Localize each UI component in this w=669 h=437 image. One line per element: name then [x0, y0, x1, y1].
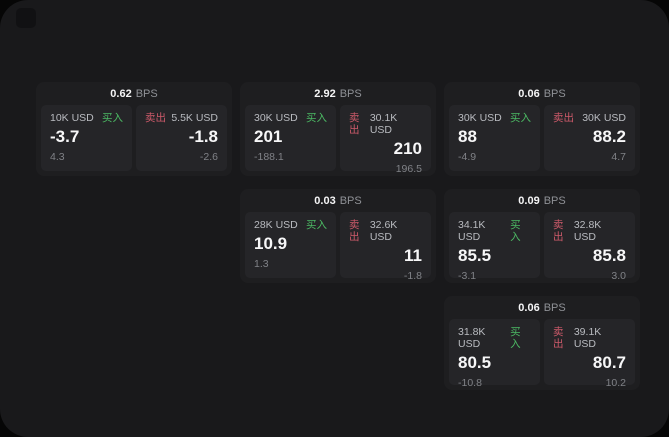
buy-amount: 34.1K USD: [458, 219, 486, 243]
card-header: 0.06 BPS: [449, 82, 635, 105]
sell-price: 88.2: [592, 127, 626, 146]
buy-label[interactable]: 买入: [510, 112, 531, 124]
bps-value: 0.06: [518, 301, 540, 314]
buy-sub-value: -188.1: [254, 151, 284, 163]
sell-sub-value: 3.0: [611, 270, 626, 282]
sell-price: -1.8: [188, 127, 218, 146]
buy-sub-value: 1.3: [254, 258, 269, 270]
buy-panel[interactable]: 30K USD 买入 201 -188.1: [245, 105, 336, 171]
quote-panels: 34.1K USD 买入 85.5 -3.1 卖出 32.8K USD 85.8…: [449, 212, 635, 282]
sell-label[interactable]: 卖出: [553, 112, 574, 124]
buy-label[interactable]: 买入: [510, 326, 521, 350]
buy-panel[interactable]: 31.8K USD 买入 80.5 -10.8: [449, 319, 540, 389]
sell-price: 11: [404, 246, 422, 265]
bps-unit-label: BPS: [543, 194, 566, 207]
buy-amount: 30K USD: [254, 112, 298, 124]
buy-amount: 30K USD: [458, 112, 502, 124]
quote-card: 2.92 BPS 30K USD 买入 201 -188.1 卖出 30.1K …: [240, 82, 436, 176]
bps-value: 0.09: [518, 194, 540, 207]
sell-price: 85.8: [592, 246, 626, 265]
sell-panel[interactable]: 卖出 32.6K USD 11 -1.8: [340, 212, 431, 282]
buy-sub-value: -3.1: [458, 270, 477, 282]
sell-sub-value: 4.7: [611, 151, 626, 163]
sell-price: 80.7: [592, 353, 626, 372]
quote-panels: 31.8K USD 买入 80.5 -10.8 卖出 39.1K USD 80.…: [449, 319, 635, 389]
buy-price: -3.7: [50, 127, 80, 146]
buy-label[interactable]: 买入: [306, 112, 327, 124]
quote-card: 0.06 BPS 30K USD 买入 88 -4.9 卖出 30K USD 8…: [444, 82, 640, 176]
app-icon[interactable]: [16, 8, 36, 28]
buy-sub-value: 4.3: [50, 151, 65, 163]
bps-value: 2.92: [314, 87, 336, 100]
sell-label[interactable]: 卖出: [553, 219, 564, 243]
bps-value: 0.03: [314, 194, 336, 207]
buy-price: 201: [254, 127, 283, 146]
buy-price: 85.5: [458, 246, 492, 265]
sell-price: 210: [393, 139, 422, 158]
sell-label[interactable]: 卖出: [349, 219, 360, 243]
quote-panels: 30K USD 买入 88 -4.9 卖出 30K USD 88.2 4.7: [449, 105, 635, 171]
sell-amount: 5.5K USD: [171, 112, 218, 124]
buy-panel[interactable]: 28K USD 买入 10.9 1.3: [245, 212, 336, 278]
buy-amount: 31.8K USD: [458, 326, 486, 350]
buy-amount: 10K USD: [50, 112, 94, 124]
bps-unit-label: BPS: [339, 194, 362, 207]
sell-amount: 30.1K USD: [369, 112, 398, 136]
buy-panel[interactable]: 34.1K USD 买入 85.5 -3.1: [449, 212, 540, 282]
quote-panels: 30K USD 买入 201 -188.1 卖出 30.1K USD 210 1…: [245, 105, 431, 175]
buy-label[interactable]: 买入: [102, 112, 123, 124]
sell-panel[interactable]: 卖出 5.5K USD -1.8 -2.6: [136, 105, 227, 171]
bps-unit-label: BPS: [339, 87, 362, 100]
buy-amount: 28K USD: [254, 219, 298, 231]
quote-card: 0.09 BPS 34.1K USD 买入 85.5 -3.1 卖出 32.8K…: [444, 189, 640, 283]
sell-panel[interactable]: 卖出 32.8K USD 85.8 3.0: [544, 212, 635, 282]
sell-amount: 30K USD: [582, 112, 626, 124]
bps-value: 0.62: [110, 87, 132, 100]
sell-sub-value: -2.6: [199, 151, 218, 163]
sell-amount: 32.6K USD: [369, 219, 398, 243]
buy-sub-value: -10.8: [458, 377, 482, 389]
buy-price: 88: [458, 127, 477, 146]
card-header: 2.92 BPS: [245, 82, 431, 105]
card-header: 0.03 BPS: [245, 189, 431, 212]
sell-panel[interactable]: 卖出 30.1K USD 210 196.5: [340, 105, 431, 175]
sell-label[interactable]: 卖出: [145, 112, 166, 124]
sell-sub-value: 10.2: [605, 377, 626, 389]
sell-panel[interactable]: 卖出 30K USD 88.2 4.7: [544, 105, 635, 171]
quote-panels: 10K USD 买入 -3.7 4.3 卖出 5.5K USD -1.8 -2.…: [41, 105, 227, 171]
buy-price: 80.5: [458, 353, 492, 372]
buy-panel[interactable]: 30K USD 买入 88 -4.9: [449, 105, 540, 171]
sell-panel[interactable]: 卖出 39.1K USD 80.7 10.2: [544, 319, 635, 389]
sell-sub-value: 196.5: [395, 163, 422, 175]
card-header: 0.09 BPS: [449, 189, 635, 212]
sell-amount: 39.1K USD: [573, 326, 602, 350]
sell-label[interactable]: 卖出: [349, 112, 360, 136]
quote-card: 0.62 BPS 10K USD 买入 -3.7 4.3 卖出 5.5K USD…: [36, 82, 232, 176]
sell-label[interactable]: 卖出: [553, 326, 564, 350]
bps-unit-label: BPS: [543, 301, 566, 314]
buy-price: 10.9: [254, 234, 288, 253]
quote-panels: 28K USD 买入 10.9 1.3 卖出 32.6K USD 11 -1.8: [245, 212, 431, 282]
quote-card: 0.06 BPS 31.8K USD 买入 80.5 -10.8 卖出 39.1…: [444, 296, 640, 390]
buy-label[interactable]: 买入: [510, 219, 521, 243]
bps-unit-label: BPS: [543, 87, 566, 100]
card-header: 0.62 BPS: [41, 82, 227, 105]
buy-sub-value: -4.9: [458, 151, 477, 163]
sell-sub-value: -1.8: [403, 270, 422, 282]
card-header: 0.06 BPS: [449, 296, 635, 319]
buy-panel[interactable]: 10K USD 买入 -3.7 4.3: [41, 105, 132, 171]
sell-amount: 32.8K USD: [573, 219, 602, 243]
bps-value: 0.06: [518, 87, 540, 100]
bps-unit-label: BPS: [135, 87, 158, 100]
quote-card: 0.03 BPS 28K USD 买入 10.9 1.3 卖出 32.6K US…: [240, 189, 436, 283]
buy-label[interactable]: 买入: [306, 219, 327, 231]
